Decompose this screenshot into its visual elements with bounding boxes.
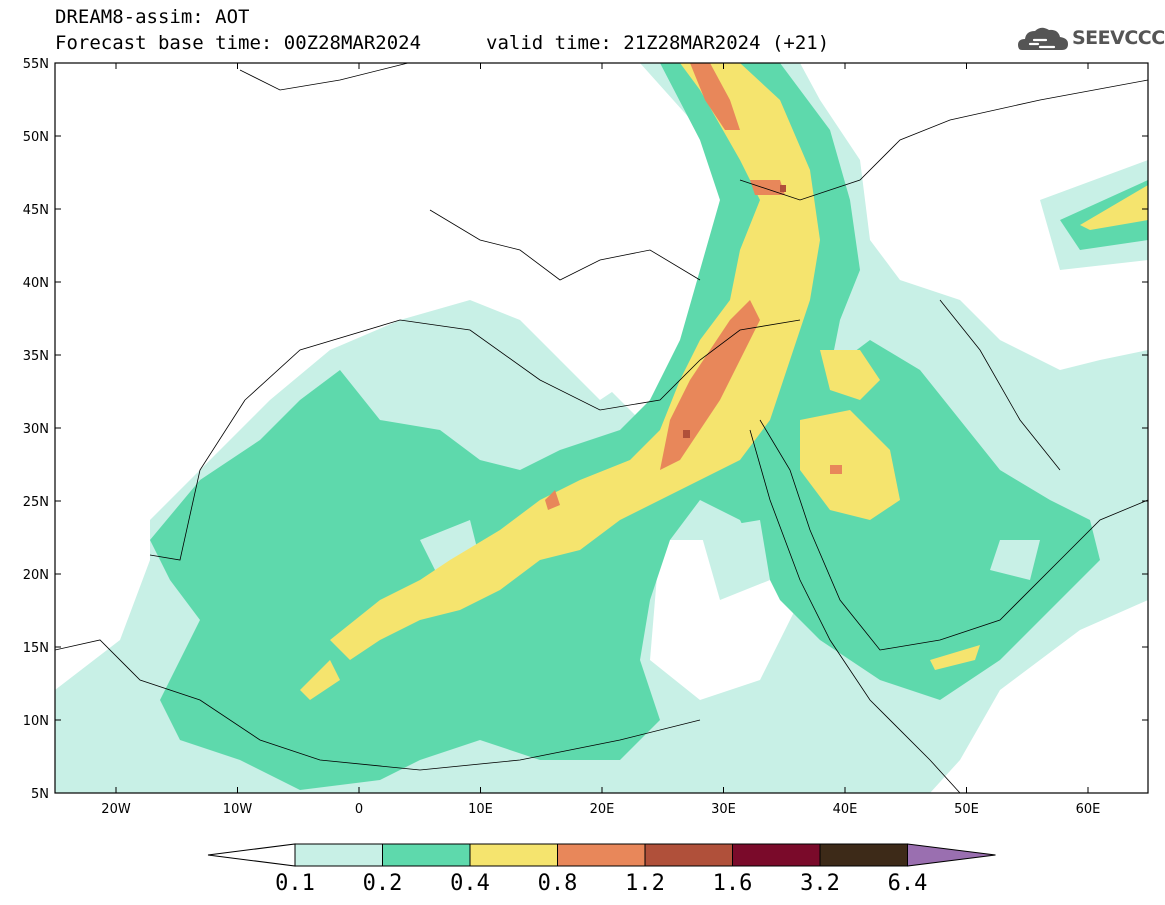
lat-label: 30N [23,422,49,437]
lat-label: 20N [23,568,49,583]
lon-label: 20E [590,802,615,817]
lon-label: 20W [101,802,131,817]
colorbar-upper-arrow [907,843,996,867]
lat-label: 40N [23,276,49,291]
lon-label: 60E [1076,802,1101,817]
colorbar-label: 0.4 [450,871,490,896]
lon-label: 10W [223,802,253,817]
longitude-ticks: 20W 10W 0 10E 20E 30E 40E 50E 60E [101,63,1100,817]
lon-label: 0 [355,802,363,817]
lon-label: 30E [711,802,736,817]
lon-label: 40E [833,802,858,817]
lat-label: 50N [23,130,49,145]
coastlines [55,63,1148,793]
lat-label: 10N [23,714,49,729]
forecast-base-time: Forecast base time: 00Z28MAR2024 [55,32,422,54]
lat-label: 25N [23,495,49,510]
colorbar-swatch [732,843,821,867]
colorbar-swatch [819,843,908,867]
lat-label: 5N [31,787,49,802]
colorbar-label: 1.6 [713,871,753,896]
colorbar-label: 1.2 [625,871,665,896]
colorbar-swatch [644,843,733,867]
colorbar-swatch [294,843,383,867]
cloud-icon [1018,27,1068,50]
colorbar-lower-arrow [207,843,296,867]
map-title: DREAM8-assim: AOT [55,6,250,28]
lon-label: 10E [468,802,493,817]
colorbar-label: 0.2 [363,871,403,896]
lon-label: 50E [954,802,979,817]
lat-label: 15N [23,641,49,656]
colorbar-label: 3.2 [800,871,840,896]
aot-fields [55,63,1148,793]
colorbar-swatch [469,843,558,867]
colorbar-swatch [557,843,646,867]
colorbar-label: 0.8 [538,871,578,896]
colorbar-label: 0.1 [275,871,315,896]
lat-label: 35N [23,349,49,364]
lat-label: 55N [23,57,49,72]
lat-label: 45N [23,203,49,218]
colorbar-swatch [382,843,471,867]
valid-time: valid time: 21Z28MAR2024 (+21) [486,32,830,54]
latitude-ticks: 55N 50N 45N 40N 35N 30N 25N 20N 15N 10N 5N [23,57,1148,802]
aot-map: 55N 50N 45N 40N 35N 30N 25N 20N 15N 10N 5N 20W 10W 0… [23,57,1149,817]
logo-text: SEEVCCC [1072,27,1165,49]
colorbar: 0.1 0.2 0.4 0.8 1.2 1.6 3.2 6.4 [207,843,996,896]
colorbar-label: 6.4 [888,871,928,896]
